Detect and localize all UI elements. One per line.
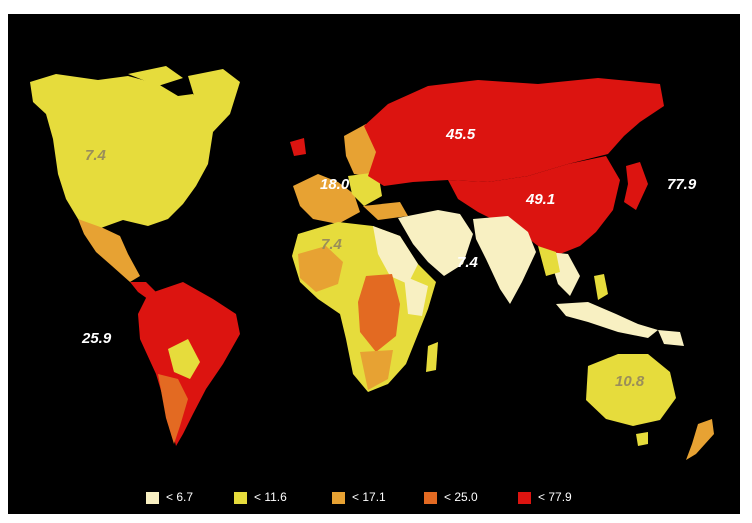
world-map [30, 66, 714, 460]
region-uk [290, 138, 306, 156]
legend-swatch-5 [518, 492, 531, 504]
region-southern-africa-orange [360, 350, 393, 390]
legend-label-1: < 6.7 [166, 490, 194, 504]
value-label-north-asia: 45.5 [446, 126, 476, 143]
value-label-south-america: 25.9 [82, 330, 112, 347]
region-arctic-islands [128, 66, 183, 86]
region-madagascar [426, 342, 438, 372]
legend: < 6.7 < 11.6 < 17.1 < 25.0 < 77.9 [146, 488, 616, 510]
region-southeast-asia-yellow [538, 246, 560, 276]
legend-swatch-3 [332, 492, 345, 504]
region-north-america [30, 74, 213, 229]
region-russia [364, 78, 664, 186]
region-mexico [78, 219, 140, 282]
region-philippines [594, 274, 608, 300]
world-map-panel: 7.4 25.9 18.0 45.5 49.1 77.9 7.4 7.4 10.… [8, 14, 740, 514]
value-label-south-asia: 7.4 [457, 254, 478, 271]
legend-label-2: < 11.6 [254, 490, 287, 504]
region-papua [658, 330, 684, 346]
legend-label-5: < 77.9 [538, 490, 572, 504]
region-central-africa-orange [358, 274, 400, 352]
region-india [473, 216, 536, 304]
legend-swatch-2 [234, 492, 247, 504]
legend-swatch-4 [424, 492, 437, 504]
value-label-east-asia: 49.1 [526, 191, 556, 208]
region-new-zealand [686, 419, 714, 460]
region-tasmania [636, 432, 648, 446]
region-china [448, 156, 620, 254]
region-indonesia [556, 302, 658, 338]
legend-label-4: < 25.0 [444, 490, 478, 504]
region-turkey [363, 202, 408, 220]
region-eastern-europe [348, 172, 382, 206]
value-label-australia: 10.8 [615, 373, 645, 390]
region-west-africa-orange [298, 246, 343, 292]
region-japan [624, 162, 648, 210]
region-east-africa-cream [404, 276, 428, 316]
value-label-africa: 7.4 [321, 236, 342, 253]
region-north-africa-cream [373, 226, 418, 284]
region-australia [586, 354, 676, 426]
value-label-europe: 18.0 [320, 176, 350, 193]
region-middle-east [398, 210, 473, 276]
value-label-north-america: 7.4 [85, 147, 106, 164]
region-greenland [188, 69, 240, 132]
region-brazil-yellow [168, 339, 200, 379]
legend-swatch-1 [146, 492, 159, 504]
region-europe-west [293, 174, 360, 224]
region-argentina [158, 374, 188, 444]
value-label-west-pacific: 77.9 [667, 176, 697, 193]
legend-label-3: < 17.1 [352, 490, 386, 504]
